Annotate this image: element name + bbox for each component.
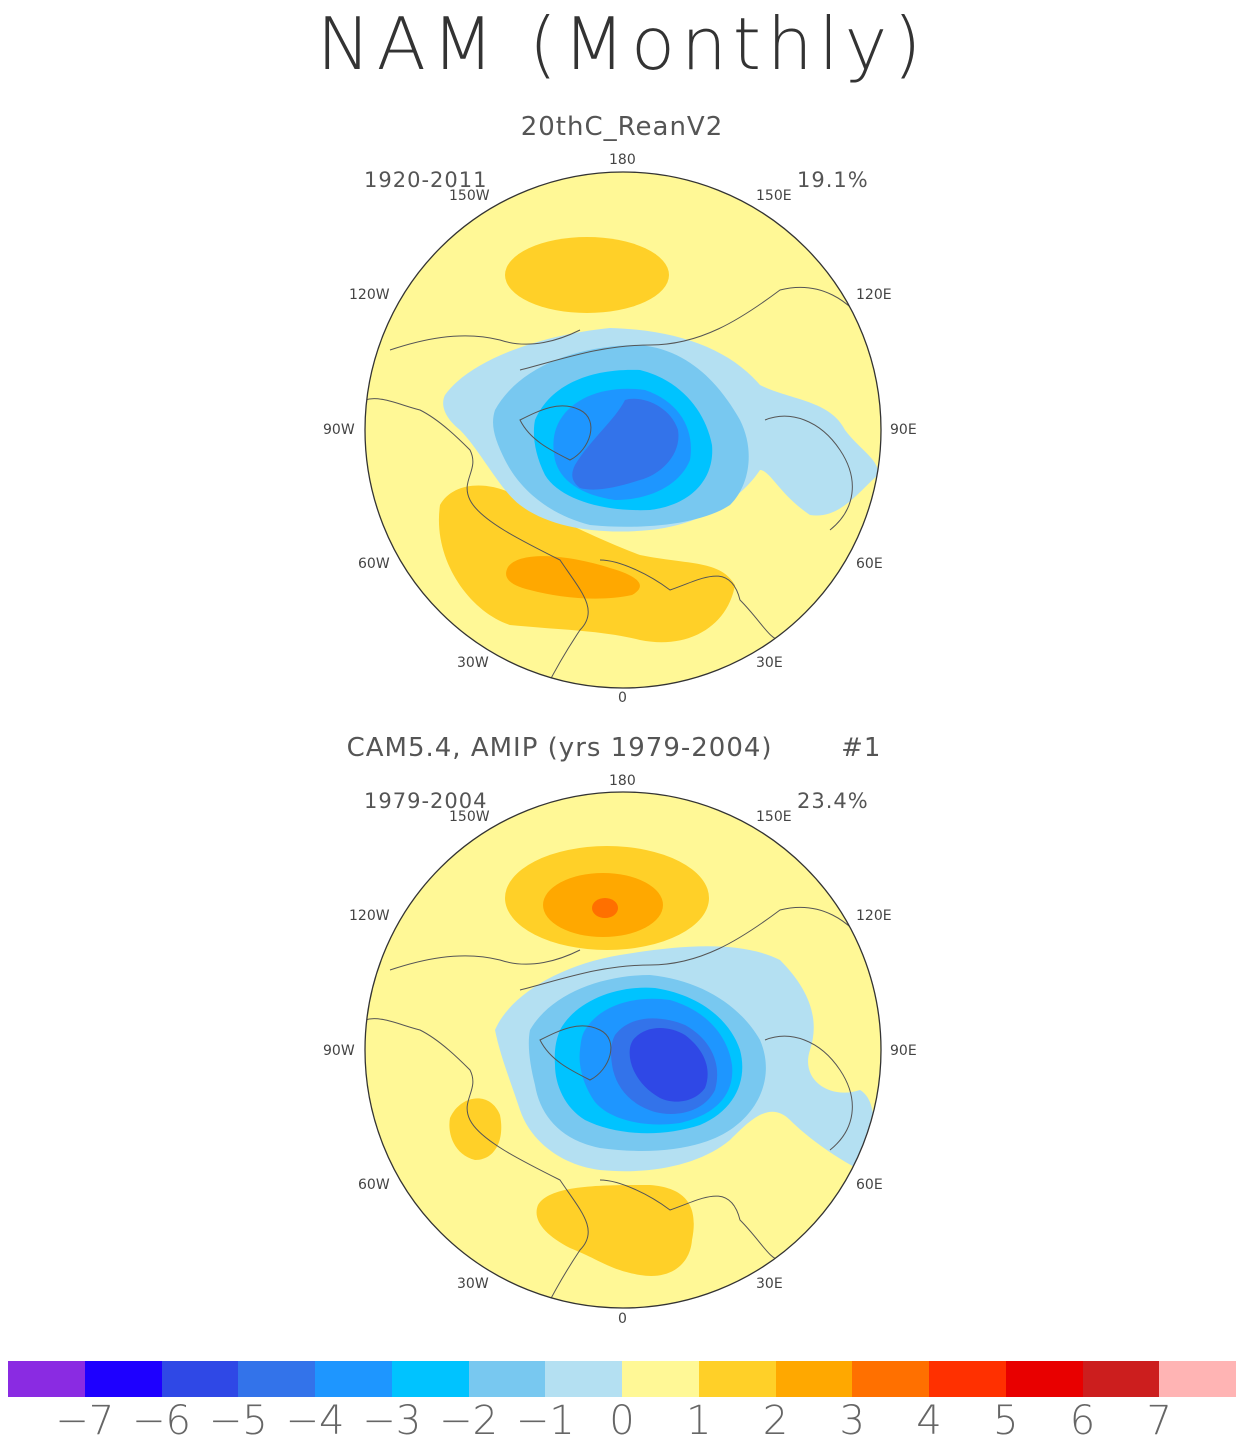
colorbar-tick-label: −5 — [208, 1398, 268, 1444]
panel-2-lon-90e: 90E — [890, 1043, 917, 1059]
panel-2-lon-150w: 150W — [449, 809, 490, 825]
panel-1-variance: 19.1% — [797, 168, 869, 192]
panel-1-lon-60e: 60E — [856, 556, 883, 572]
panel-1-lon-180: 180 — [609, 152, 636, 168]
panel-1-lon-30e: 30E — [756, 655, 783, 671]
panel-2-polar-map — [364, 791, 882, 1309]
panel-1-lon-150e: 150E — [756, 188, 792, 204]
contour-pos-1 — [505, 237, 669, 313]
panel-2-lon-120e: 120E — [856, 908, 892, 924]
colorbar-tick-label: 5 — [993, 1398, 1019, 1444]
panel-1-lon-90e: 90E — [890, 422, 917, 438]
colorbar-swatch — [391, 1361, 469, 1397]
colorbar-swatch — [852, 1361, 929, 1397]
colorbar-tick-label: −3 — [362, 1398, 422, 1444]
colorbar-tick-label: −1 — [515, 1398, 575, 1444]
colorbar-tick-label: 1 — [686, 1398, 712, 1444]
panel-2-lon-90w: 90W — [323, 1043, 355, 1059]
panel-1-lon-30w: 30W — [457, 655, 489, 671]
panel-2-run-label: #1 — [841, 733, 882, 763]
panel-1-frame — [364, 171, 882, 689]
main-title: NAM (Monthly) — [316, 2, 928, 86]
colorbar-swatch — [622, 1361, 699, 1397]
colorbar-swatch — [84, 1361, 162, 1397]
panel-1-lon-120e: 120E — [856, 287, 892, 303]
colorbar-swatch — [929, 1361, 1006, 1397]
colorbar-tick-label: −2 — [439, 1398, 498, 1444]
contour-pos-1 — [449, 1098, 502, 1160]
panel-2-lon-60e: 60E — [856, 1177, 883, 1193]
colorbar-swatch — [775, 1361, 853, 1397]
panel-2-lon-180: 180 — [609, 773, 636, 789]
colorbar-swatch — [1005, 1361, 1083, 1397]
panel-1-coastlines — [365, 286, 871, 688]
colorbar-swatch — [698, 1361, 776, 1397]
colorbar-swatch — [545, 1361, 622, 1397]
colorbar-tick-label: 7 — [1146, 1398, 1172, 1444]
panel-2-contours — [449, 792, 874, 1276]
panel-1-polar-map — [364, 171, 882, 689]
colorbar-tick-label: 4 — [916, 1398, 942, 1444]
panel-1-title: 20thC_ReanV2 — [520, 112, 724, 142]
panel-2-variance: 23.4% — [797, 789, 869, 813]
contour-pos-1 — [536, 1185, 694, 1276]
panel-2-lon-120w: 120W — [349, 908, 390, 924]
contour-pos-2 — [506, 556, 640, 599]
panel-2-period: 1979-2004 — [364, 789, 488, 813]
colorbar-swatch — [315, 1361, 392, 1397]
colorbar-swatch — [1159, 1361, 1236, 1397]
panel-2-lon-30e: 30E — [756, 1276, 783, 1292]
colorbar-tick-label: 3 — [839, 1398, 865, 1444]
colorbar-swatch — [161, 1361, 239, 1397]
colorbar-swatch — [468, 1361, 546, 1397]
colorbar-tick-label: 2 — [762, 1398, 789, 1444]
contour-pos-3 — [592, 898, 618, 918]
colorbar-swatch — [8, 1361, 85, 1397]
colorbar-swatch — [238, 1361, 315, 1397]
panel-2-lon-60w: 60W — [358, 1177, 390, 1193]
panel-2-coastlines — [365, 906, 871, 1308]
panel-2-title: CAM5.4, AMIP (yrs 1979-2004) #1 — [0, 733, 1236, 763]
panel-1-lon-120w: 120W — [349, 287, 390, 303]
panel-2-lon-0: 0 — [618, 1311, 627, 1327]
colorbar-tick-label: 0 — [609, 1398, 635, 1444]
contour-neg-6 — [629, 1028, 708, 1102]
panel-2-frame — [364, 791, 882, 1309]
colorbar-tick-label: 6 — [1069, 1398, 1096, 1444]
panel-1-period: 1920-2011 — [364, 168, 488, 192]
panel-2-lon-30w: 30W — [457, 1276, 489, 1292]
colorbar-tick-label: −6 — [132, 1398, 191, 1444]
panel-2-lon-150e: 150E — [756, 809, 792, 825]
contour-neg-5 — [572, 398, 679, 490]
panel-1-lon-90w: 90W — [323, 422, 355, 438]
colorbar-tick-label: −7 — [55, 1398, 115, 1444]
panel-2-title-text: CAM5.4, AMIP (yrs 1979-2004) — [346, 733, 773, 763]
panel-1-lon-0: 0 — [618, 690, 627, 706]
colorbar-swatch — [1082, 1361, 1160, 1397]
colorbar — [8, 1361, 1236, 1397]
panel-1-lon-60w: 60W — [358, 556, 390, 572]
panel-1-lon-150w: 150W — [449, 188, 490, 204]
colorbar-tick-label: −4 — [285, 1398, 345, 1444]
